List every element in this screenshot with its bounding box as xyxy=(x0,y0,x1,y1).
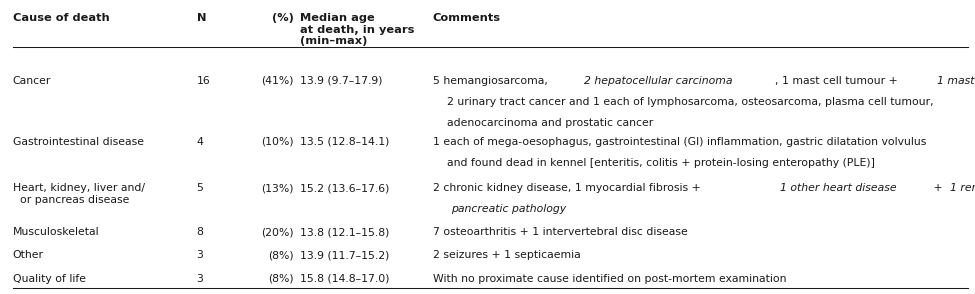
Text: 2 urinary tract cancer and 1 each of lymphosarcoma, osteosarcoma, plasma cell tu: 2 urinary tract cancer and 1 each of lym… xyxy=(433,97,933,107)
Text: 1 mast cell tumour,: 1 mast cell tumour, xyxy=(937,76,975,86)
Text: (10%): (10%) xyxy=(260,137,293,147)
Text: Cause of death: Cause of death xyxy=(13,13,109,23)
Text: +: + xyxy=(930,183,946,193)
Text: (13%): (13%) xyxy=(261,183,293,193)
Text: Comments: Comments xyxy=(433,13,501,23)
Text: 13.5 (12.8–14.1): 13.5 (12.8–14.1) xyxy=(300,137,390,147)
Text: (41%): (41%) xyxy=(261,76,293,86)
Text: 3: 3 xyxy=(197,250,204,260)
Text: 2 seizures + 1 septicaemia: 2 seizures + 1 septicaemia xyxy=(433,250,580,260)
Text: 13.9 (9.7–17.9): 13.9 (9.7–17.9) xyxy=(300,76,382,86)
Text: 13.8 (12.1–15.8): 13.8 (12.1–15.8) xyxy=(300,227,390,237)
Text: N: N xyxy=(197,13,206,23)
Text: pancreatic pathology: pancreatic pathology xyxy=(450,204,566,214)
Text: (20%): (20%) xyxy=(260,227,293,237)
Text: (8%): (8%) xyxy=(268,274,293,284)
Text: 5: 5 xyxy=(197,183,204,193)
Text: Cancer: Cancer xyxy=(13,76,51,86)
Text: With no proximate cause identified on post-mortem examination: With no proximate cause identified on po… xyxy=(433,274,786,284)
Text: 1 each of mega-oesophagus, gastrointestinal (GI) inflammation, gastric dilatatio: 1 each of mega-oesophagus, gastrointesti… xyxy=(433,137,926,147)
Text: 16: 16 xyxy=(197,76,211,86)
Text: , 1 mast cell tumour +: , 1 mast cell tumour + xyxy=(775,76,901,86)
Text: Gastrointestinal disease: Gastrointestinal disease xyxy=(13,137,143,147)
Text: Heart, kidney, liver and/
  or pancreas disease: Heart, kidney, liver and/ or pancreas di… xyxy=(13,183,144,205)
Text: 4: 4 xyxy=(197,137,204,147)
Text: and found dead in kennel [enteritis, colitis + protein-losing enteropathy (PLE)]: and found dead in kennel [enteritis, col… xyxy=(433,158,875,168)
Text: 1 other heart disease: 1 other heart disease xyxy=(780,183,897,193)
Text: adenocarcinoma and prostatic cancer: adenocarcinoma and prostatic cancer xyxy=(433,118,653,128)
Text: 3: 3 xyxy=(197,274,204,284)
Text: Median age
at death, in years
(min–max): Median age at death, in years (min–max) xyxy=(300,13,414,46)
Text: 5 hemangiosarcoma,: 5 hemangiosarcoma, xyxy=(433,76,551,86)
Text: (8%): (8%) xyxy=(268,250,293,260)
Text: Other: Other xyxy=(13,250,44,260)
Text: 7 osteoarthritis + 1 intervertebral disc disease: 7 osteoarthritis + 1 intervertebral disc… xyxy=(433,227,687,237)
Text: Musculoskeletal: Musculoskeletal xyxy=(13,227,99,237)
Text: 15.2 (13.6–17.6): 15.2 (13.6–17.6) xyxy=(300,183,390,193)
Text: 8: 8 xyxy=(197,227,204,237)
Text: 13.9 (11.7–15.2): 13.9 (11.7–15.2) xyxy=(300,250,390,260)
Text: 2 chronic kidney disease, 1 myocardial fibrosis +: 2 chronic kidney disease, 1 myocardial f… xyxy=(433,183,704,193)
Text: (%): (%) xyxy=(271,13,293,23)
Text: 2 hepatocellular carcinoma: 2 hepatocellular carcinoma xyxy=(584,76,733,86)
Text: Quality of life: Quality of life xyxy=(13,274,86,284)
Text: 1 renal, GI, liver and: 1 renal, GI, liver and xyxy=(951,183,975,193)
Text: 15.8 (14.8–17.0): 15.8 (14.8–17.0) xyxy=(300,274,390,284)
